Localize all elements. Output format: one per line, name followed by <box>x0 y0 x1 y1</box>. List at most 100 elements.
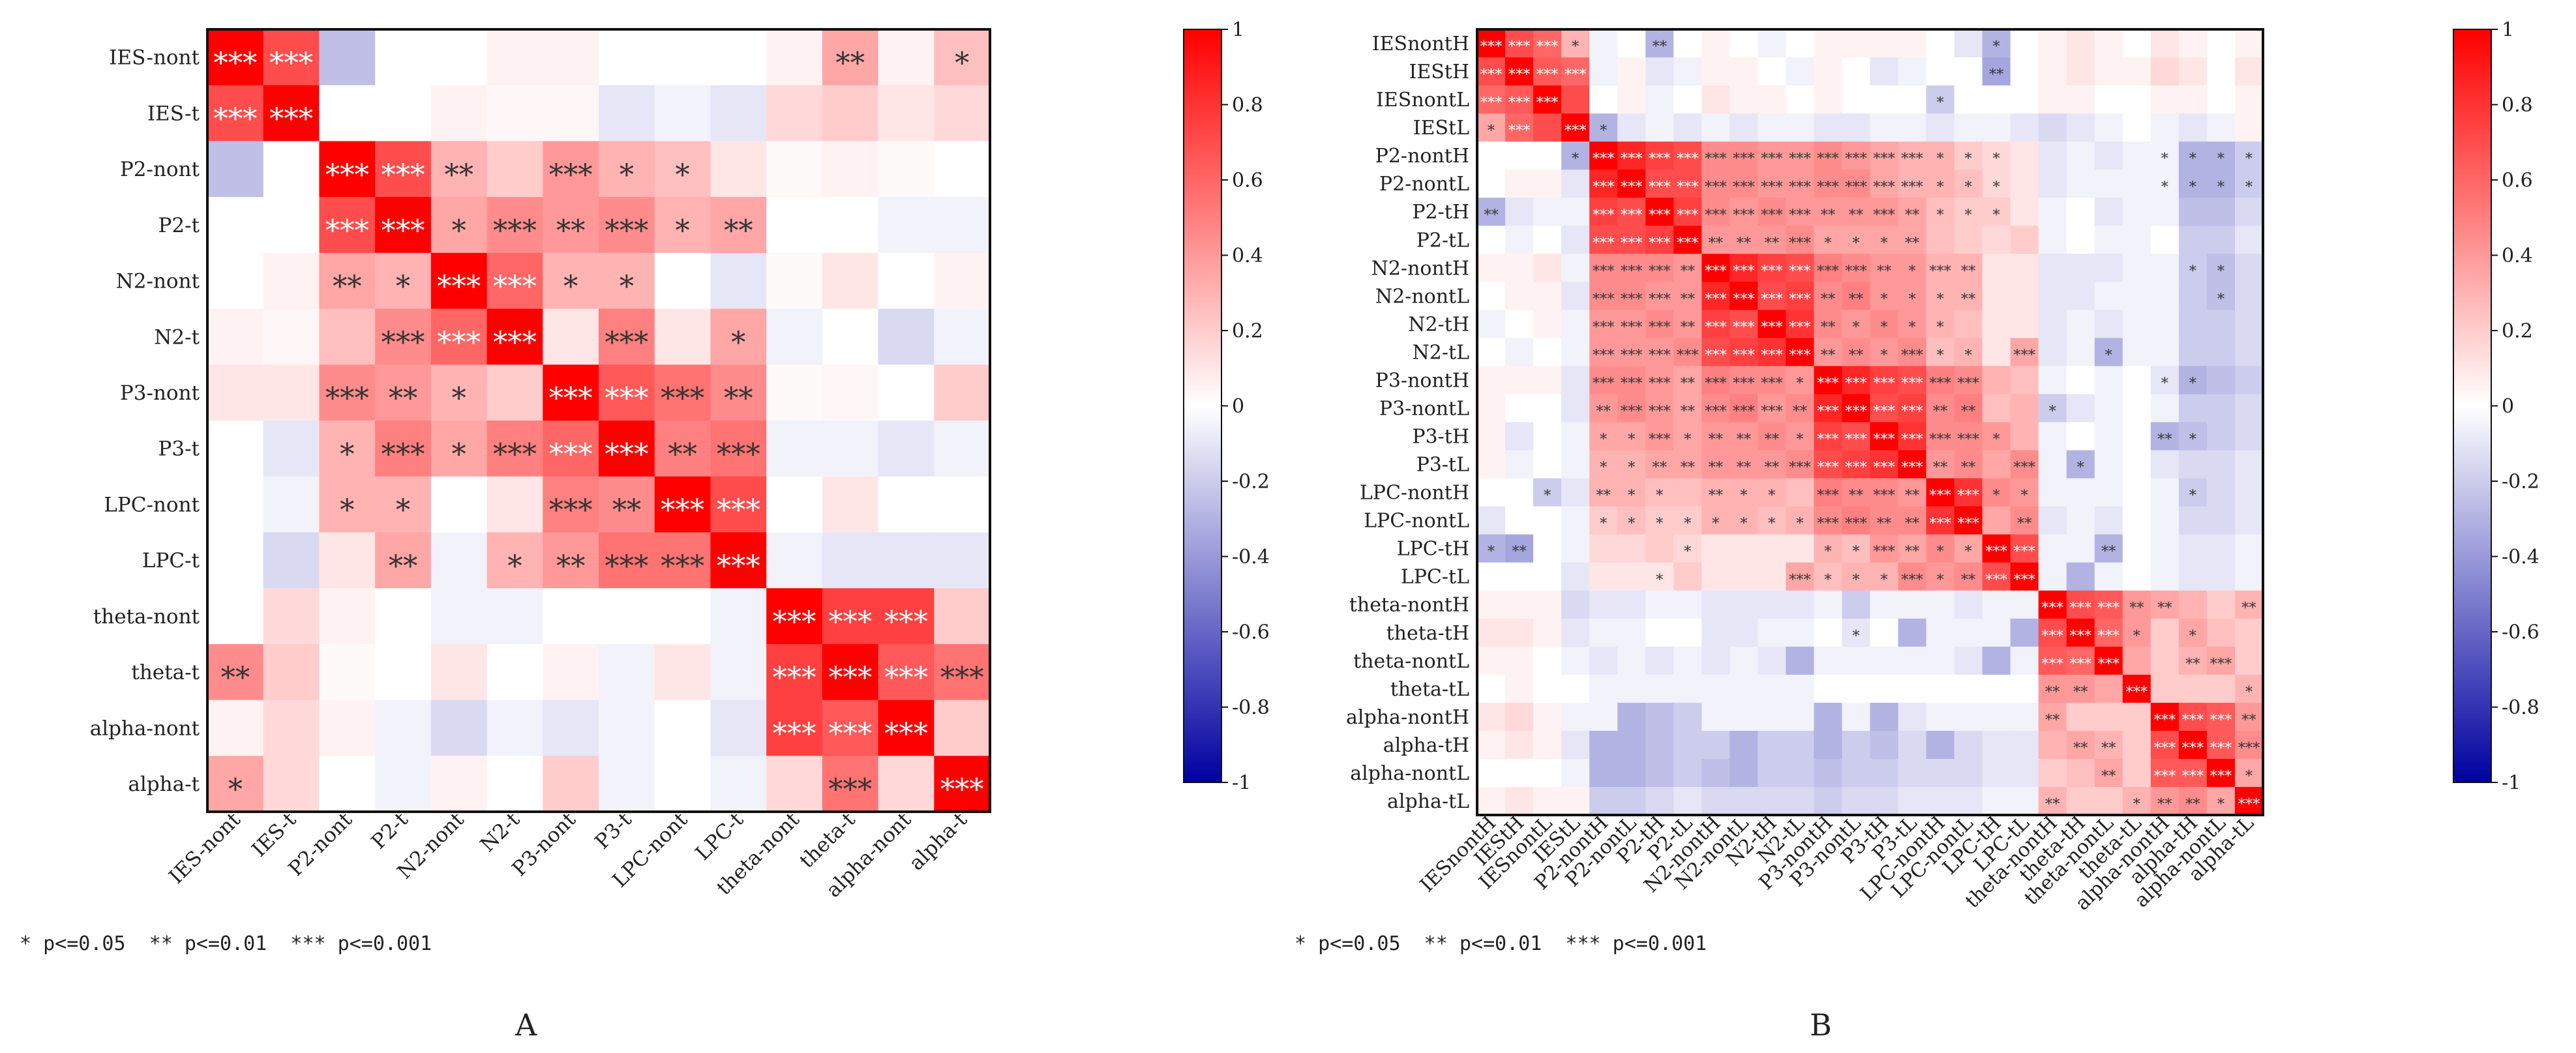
heatmap-cell <box>487 756 543 812</box>
heatmap-cell <box>1926 29 1955 58</box>
significance-mark: * <box>1936 347 1943 364</box>
heatmap-cell <box>1954 786 1983 816</box>
heatmap-cell <box>1814 141 1843 170</box>
heatmap-cell <box>878 756 935 812</box>
colorbar-tick-label: 0.6 <box>2502 170 2533 192</box>
significance-mark: ** <box>1877 263 1891 280</box>
heatmap-cell <box>1870 702 1899 732</box>
heatmap-cell <box>263 644 320 701</box>
heatmap-cell <box>822 588 879 645</box>
heatmap-cell <box>1701 113 1730 142</box>
heatmap-cell <box>2206 141 2236 170</box>
significance-mark: *** <box>1621 207 1643 224</box>
heatmap-cell <box>1505 786 1534 816</box>
heatmap-cell <box>1926 141 1955 170</box>
heatmap-cell <box>1926 506 1955 535</box>
significance-mark: *** <box>2238 739 2260 756</box>
significance-mark: *** <box>1508 67 1531 83</box>
heatmap-cell <box>1926 282 1955 310</box>
significance-mark: * <box>2245 151 2253 168</box>
significance-mark: ** <box>2185 796 2200 813</box>
heatmap-cell <box>1617 702 1646 732</box>
heatmap-cell <box>2178 85 2208 114</box>
heatmap-cell <box>1982 478 2011 507</box>
heatmap-cell <box>1730 786 1758 816</box>
significance-mark: *** <box>2069 627 2091 644</box>
heatmap-cell <box>430 364 488 421</box>
heatmap-cell <box>1645 786 1674 816</box>
heatmap-cell <box>2150 534 2179 563</box>
heatmap-cell <box>2150 590 2179 619</box>
heatmap-cell <box>1701 786 1730 816</box>
y-tick-label: LPC-t <box>142 549 200 572</box>
heatmap-cell <box>1701 226 1730 254</box>
heatmap-cell <box>654 644 711 701</box>
heatmap-cell <box>2094 198 2123 226</box>
heatmap-cell <box>1589 730 1618 760</box>
significance-mark: ** <box>2129 599 2144 616</box>
heatmap-cell <box>934 476 991 533</box>
heatmap-cell <box>2094 226 2123 254</box>
heatmap-cell <box>1926 534 1955 563</box>
heatmap-cell <box>1842 170 1871 198</box>
significance-mark: *** <box>1593 235 1615 252</box>
heatmap-cell <box>2066 282 2095 310</box>
significance-mark: *** <box>2098 627 2120 644</box>
significance-mark: *** <box>828 605 872 639</box>
heatmap-cell <box>1561 786 1590 816</box>
heatmap-cell <box>1842 674 1871 704</box>
heatmap-cell <box>1673 618 1702 647</box>
significance-mark: * <box>2245 179 2253 196</box>
heatmap-cell <box>1617 646 1646 675</box>
significance-mark: * <box>1852 543 1859 560</box>
heatmap-cell <box>1617 534 1646 563</box>
significance-mark: * <box>620 270 634 304</box>
significance-mark: * <box>2189 151 2196 168</box>
heatmap-cell <box>1982 57 2011 86</box>
heatmap-cell <box>319 700 376 756</box>
y-tick-label: LPC-tL <box>1401 566 1469 589</box>
significance-mark: *** <box>1929 487 1951 504</box>
y-tick-label: LPC-nontH <box>1360 482 1469 505</box>
significance-mark: * <box>2189 431 2196 448</box>
heatmap-cell <box>543 252 599 310</box>
heatmap-cell <box>375 644 432 701</box>
heatmap-cell <box>1870 198 1899 226</box>
heatmap-cell <box>710 252 767 310</box>
y-tick-label: theta-nontH <box>1349 594 1469 617</box>
heatmap-cell <box>1477 646 1506 675</box>
heatmap-cell <box>1533 786 1562 816</box>
heatmap-cell <box>1617 786 1646 816</box>
heatmap-cell <box>1701 57 1730 86</box>
heatmap-cell <box>1533 141 1562 170</box>
heatmap-cell <box>2122 170 2151 198</box>
heatmap-cell <box>1505 226 1534 254</box>
significance-mark: * <box>2049 403 2056 420</box>
heatmap-cell <box>1898 170 1927 198</box>
heatmap-cell <box>1701 85 1730 114</box>
heatmap-cell <box>2150 450 2179 479</box>
significance-mark: *** <box>717 494 760 527</box>
heatmap-cell <box>2122 394 2151 423</box>
heatmap-cell <box>1561 590 1590 619</box>
significance-mark: ** <box>1821 319 1835 336</box>
heatmap-cell <box>1561 113 1590 142</box>
heatmap-cell <box>1533 422 1562 451</box>
heatmap-cell <box>1589 590 1618 619</box>
significance-mark: *** <box>1705 151 1727 168</box>
heatmap-cell <box>710 644 767 701</box>
heatmap-cell <box>1730 590 1758 619</box>
heatmap-cell <box>1786 282 1815 310</box>
heatmap-cell <box>1730 646 1758 675</box>
significance-mark: *** <box>1789 291 1811 308</box>
significance-mark: * <box>1993 207 2000 224</box>
heatmap-cell <box>2150 786 2179 816</box>
heatmap-cell <box>319 197 376 254</box>
heatmap-cell <box>1701 366 1730 395</box>
significance-mark: * <box>1768 515 1775 532</box>
heatmap-cell <box>1898 29 1927 58</box>
heatmap-cell <box>1870 29 1899 58</box>
significance-mark: * <box>1936 95 1943 111</box>
heatmap-cell <box>2178 730 2208 760</box>
significance-mark: * <box>507 549 522 583</box>
